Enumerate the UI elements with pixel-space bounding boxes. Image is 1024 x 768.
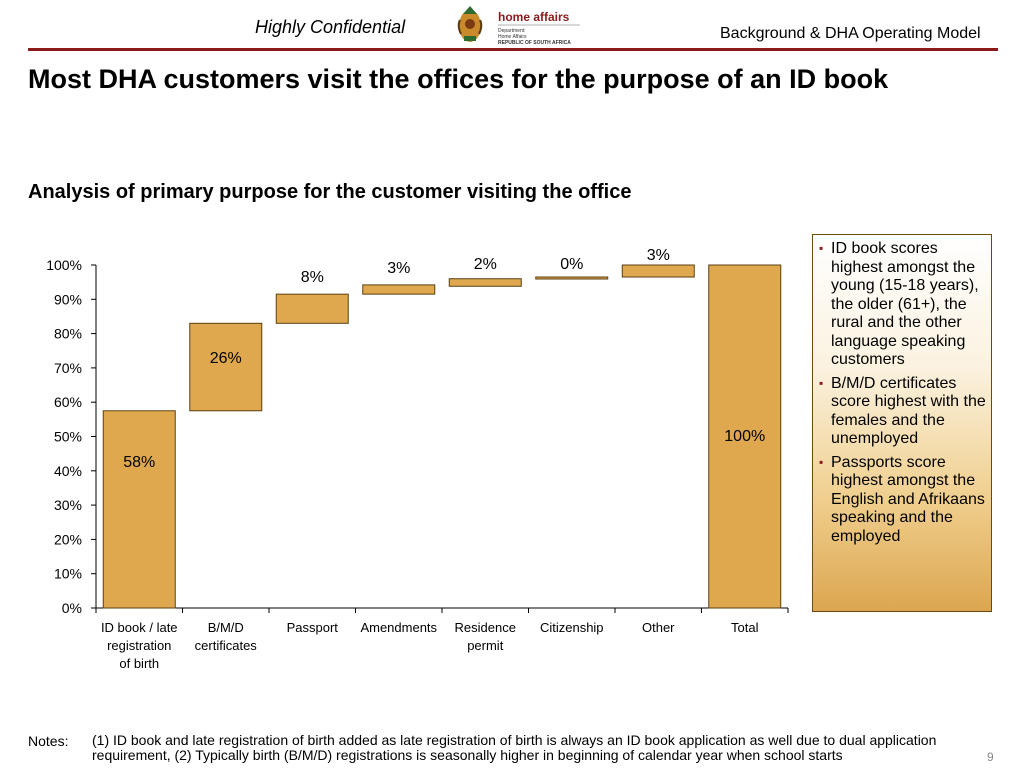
insights-box: ▪ ID book scores highest amongst the youn… xyxy=(812,234,992,612)
bar-value-label: 26% xyxy=(210,350,242,367)
y-tick-label: 40% xyxy=(54,463,82,479)
bar xyxy=(189,322,263,412)
x-category-label: certificates xyxy=(195,638,258,653)
notes-text: (1) ID book and late registration of bir… xyxy=(92,732,937,763)
bar-value-label: 58% xyxy=(123,454,155,471)
insight-text: ID book scores highest amongst the young… xyxy=(831,240,979,368)
svg-text:REPUBLIC OF SOUTH AFRICA: REPUBLIC OF SOUTH AFRICA xyxy=(498,40,571,46)
x-category-label: of birth xyxy=(119,656,159,671)
y-tick-label: 80% xyxy=(54,326,82,342)
x-category-label: B/M/D xyxy=(208,620,244,635)
coat-of-arms-icon xyxy=(457,6,483,42)
bar xyxy=(708,264,782,609)
y-tick-label: 70% xyxy=(54,360,82,376)
bar-value-label: 2% xyxy=(474,256,497,273)
x-category-label: Passport xyxy=(287,620,339,635)
section-label: Background & DHA Operating Model xyxy=(720,25,981,42)
logo-wordmark: home affairs xyxy=(498,10,570,24)
insight-bullet: ▪ ID book scores highest amongst the youn… xyxy=(817,240,987,370)
header-rule xyxy=(28,48,998,51)
insight-bullet: ▪ Passports score highest amongst the Eng… xyxy=(817,454,987,547)
bar xyxy=(362,284,436,295)
page-number: 9 xyxy=(987,750,994,764)
bar xyxy=(621,264,695,278)
bar xyxy=(275,293,349,324)
bar-value-label: 0% xyxy=(560,256,583,273)
bullet-icon: ▪ xyxy=(819,241,824,255)
y-tick-label: 0% xyxy=(62,600,82,616)
bar xyxy=(448,278,522,287)
confidentiality-label: Highly Confidential xyxy=(255,17,406,37)
x-category-label: Residence xyxy=(455,620,516,635)
insight-bullet: ▪ B/M/D certificates score highest with t… xyxy=(817,375,987,449)
y-tick-label: 60% xyxy=(54,394,82,410)
x-category-label: registration xyxy=(107,638,171,653)
y-tick-label: 10% xyxy=(54,566,82,582)
bar-value-label: 8% xyxy=(301,269,324,286)
x-category-label: Citizenship xyxy=(540,620,604,635)
notes-label: Notes: xyxy=(28,733,69,749)
svg-text:Home Affairs: Home Affairs xyxy=(498,34,527,40)
bar xyxy=(535,276,609,280)
waterfall-chart: 0% 10% 20% 30% 40% 50% 60% 70% 80% 90% 100% 58% ID b… xyxy=(46,247,789,671)
insight-text: B/M/D certificates score highest with th… xyxy=(831,374,986,448)
x-category-label: ID book / late xyxy=(101,620,178,635)
y-tick-label: 30% xyxy=(54,497,82,513)
insights-list: ▪ ID book scores highest amongst the youn… xyxy=(813,235,991,546)
bar-value-label: 3% xyxy=(387,260,410,277)
svg-text:Department:: Department: xyxy=(498,28,526,34)
y-tick-label: 90% xyxy=(54,291,82,307)
x-category-label: permit xyxy=(467,638,504,653)
bar xyxy=(102,410,176,609)
y-tick-label: 100% xyxy=(46,257,82,273)
insight-text: Passports score highest amongst the Engl… xyxy=(831,453,985,545)
home-affairs-logo: home affairs Department: Home Affairs RE… xyxy=(457,6,580,46)
x-category-label: Total xyxy=(731,620,759,635)
y-tick-label: 50% xyxy=(54,429,82,445)
bar-value-label: 3% xyxy=(647,247,670,264)
chart-subtitle: Analysis of primary purpose for the cust… xyxy=(28,181,632,203)
y-tick-label: 20% xyxy=(54,531,82,547)
bar-value-label: 100% xyxy=(724,428,765,445)
bullet-icon: ▪ xyxy=(819,375,824,390)
bullet-icon: ▪ xyxy=(819,454,824,469)
x-category-label: Amendments xyxy=(360,620,437,635)
page-title: Most DHA customers visit the offices for… xyxy=(28,64,889,94)
x-category-label: Other xyxy=(642,620,675,635)
